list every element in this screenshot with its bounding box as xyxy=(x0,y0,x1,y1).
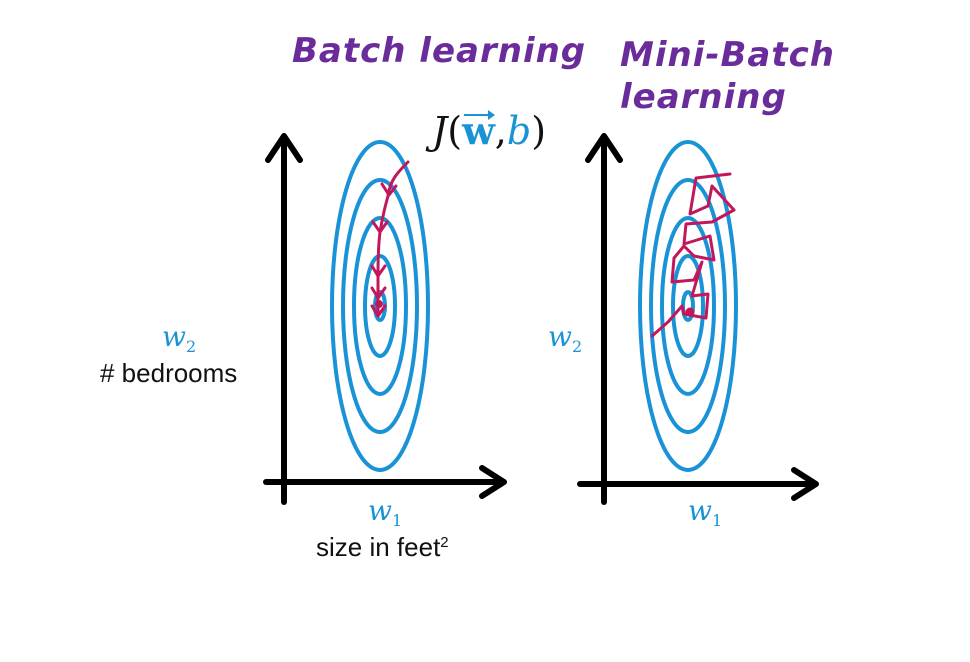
right-y-axis-arrowhead xyxy=(585,133,623,163)
left-y-axis-arrowhead xyxy=(265,133,303,163)
cost-function-comma: , xyxy=(494,109,507,153)
right-contour-4 xyxy=(671,254,705,358)
right-y-axis-variable: w2 xyxy=(548,320,582,356)
left-contours xyxy=(330,140,430,472)
mini-batch-path-end-dot xyxy=(685,307,695,317)
right-x-axis-variable: w1 xyxy=(688,494,722,530)
right-y-var-symbol: w xyxy=(548,320,572,353)
left-contour-4 xyxy=(363,254,397,358)
right-axes xyxy=(577,133,819,505)
right-contour-1 xyxy=(638,140,738,472)
cost-function-j: J xyxy=(432,109,448,153)
right-y-var-subscript: 2 xyxy=(571,337,583,356)
right-x-axis-arrowhead xyxy=(791,467,819,501)
cost-function-w-vector: w xyxy=(462,108,495,153)
right-contour-3 xyxy=(660,216,716,396)
right-x-var-subscript: 1 xyxy=(711,511,723,530)
left-axes xyxy=(263,133,507,505)
left-y-axis-description: # bedrooms xyxy=(100,358,238,388)
mini-batch-title-line2: learning xyxy=(620,77,787,117)
left-x-axis-description: size in feet2 xyxy=(316,532,449,563)
left-y-axis-variable: w2 xyxy=(162,320,196,356)
batch-path-arrow-4 xyxy=(370,286,387,300)
cost-function-b: b xyxy=(506,109,532,153)
left-contour-2 xyxy=(341,178,419,434)
left-contour-3 xyxy=(352,216,408,396)
right-contours xyxy=(638,140,738,472)
batch-learning-title: Batch learning xyxy=(292,31,587,71)
cost-function-label: J(w,b) xyxy=(432,108,546,153)
left-x-axis-variable: w1 xyxy=(368,494,402,530)
cost-function-open-paren: ( xyxy=(447,109,463,153)
left-x-var-subscript: 1 xyxy=(391,511,403,530)
left-y-var-subscript: 2 xyxy=(185,337,197,356)
left-x-desc-text: size in feet xyxy=(316,532,441,562)
cost-function-close-paren: ) xyxy=(531,109,547,153)
batch-path-arrow-5 xyxy=(370,304,387,318)
batch-path-arrow-3 xyxy=(370,264,387,278)
batch-path-arrow-2 xyxy=(371,220,389,234)
batch-gradient-path xyxy=(370,160,410,318)
left-x-desc-superscript: 2 xyxy=(440,534,449,551)
right-x-var-symbol: w xyxy=(688,494,712,527)
mini-batch-title-line1: Mini-Batch xyxy=(620,35,835,75)
left-contour-1 xyxy=(330,140,430,472)
right-contour-2 xyxy=(649,178,727,434)
left-x-axis-arrowhead xyxy=(479,465,507,499)
left-y-var-symbol: w xyxy=(162,320,186,353)
mini-batch-gradient-path xyxy=(650,172,736,338)
batch-path-end-dot xyxy=(375,300,383,308)
batch-path-arrow-1 xyxy=(380,182,398,197)
left-x-var-symbol: w xyxy=(368,494,392,527)
